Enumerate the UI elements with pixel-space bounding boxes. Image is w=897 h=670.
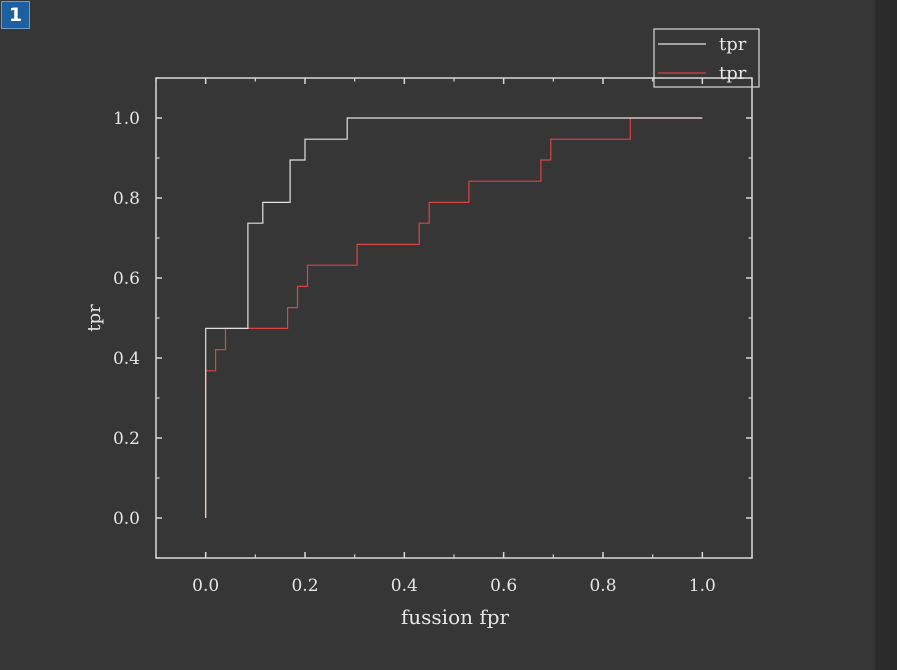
x-tick-label: 0.0 (192, 576, 219, 596)
x-tick-label: 0.6 (490, 576, 517, 596)
y-tick-label: 0.2 (113, 429, 140, 449)
series-line-1 (205, 117, 703, 518)
legend-box (653, 28, 760, 88)
x-tick-label: 0.8 (589, 576, 616, 596)
axis-ticks: 0.0 0.2 0.4 0.6 0.8 1.0 0.0 0.2 0.4 0.6 0.8 1.0 (113, 77, 753, 596)
x-tick-label: 0.2 (291, 576, 318, 596)
y-tick-label: 1.0 (113, 109, 140, 129)
legend[interactable]: tpr tpr (653, 28, 760, 88)
y-tick-label: 0.6 (113, 269, 140, 289)
legend-label-1: tpr (719, 34, 747, 55)
y-tick-label: 0.8 (113, 189, 140, 209)
x-tick-label: 1.0 (689, 576, 716, 596)
y-tick-label: 0.0 (113, 509, 140, 529)
page-number-badge: 1 (1, 1, 30, 29)
y-axis-label: tpr (84, 304, 105, 332)
plot-frame (155, 77, 753, 559)
x-tick-label: 0.4 (391, 576, 418, 596)
right-scroll-strip[interactable] (875, 0, 897, 670)
y-tick-label: 0.4 (113, 349, 140, 369)
legend-label-2: tpr (719, 63, 747, 84)
series-line-2 (205, 117, 703, 518)
x-axis-label: fussion fpr (401, 605, 510, 629)
series-layer (205, 117, 703, 518)
